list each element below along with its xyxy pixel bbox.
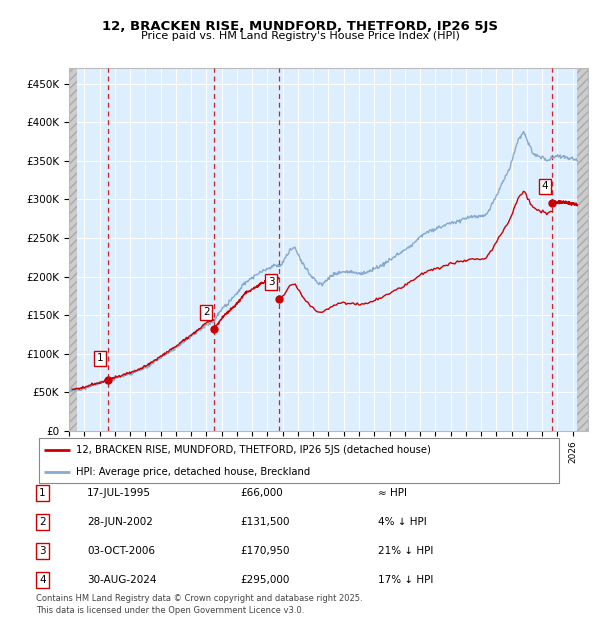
- Text: 28-JUN-2002: 28-JUN-2002: [87, 517, 153, 527]
- Text: Contains HM Land Registry data © Crown copyright and database right 2025.
This d: Contains HM Land Registry data © Crown c…: [36, 594, 362, 615]
- Bar: [577, 68, 588, 431]
- Text: 30-AUG-2024: 30-AUG-2024: [87, 575, 157, 585]
- Text: Price paid vs. HM Land Registry's House Price Index (HPI): Price paid vs. HM Land Registry's House …: [140, 31, 460, 41]
- Text: 1: 1: [97, 353, 103, 363]
- Text: £66,000: £66,000: [240, 488, 283, 498]
- Text: 12, BRACKEN RISE, MUNDFORD, THETFORD, IP26 5JS (detached house): 12, BRACKEN RISE, MUNDFORD, THETFORD, IP…: [76, 445, 430, 454]
- Text: 4% ↓ HPI: 4% ↓ HPI: [378, 517, 427, 527]
- Text: 1: 1: [39, 488, 46, 498]
- Bar: [69, 68, 77, 431]
- Text: 3: 3: [268, 277, 275, 287]
- Text: 21% ↓ HPI: 21% ↓ HPI: [378, 546, 433, 556]
- Text: 03-OCT-2006: 03-OCT-2006: [87, 546, 155, 556]
- Text: 4: 4: [541, 181, 548, 192]
- FancyBboxPatch shape: [38, 438, 559, 483]
- Text: 12, BRACKEN RISE, MUNDFORD, THETFORD, IP26 5JS: 12, BRACKEN RISE, MUNDFORD, THETFORD, IP…: [102, 20, 498, 33]
- Text: 3: 3: [39, 546, 46, 556]
- Text: £295,000: £295,000: [240, 575, 289, 585]
- Text: 17-JUL-1995: 17-JUL-1995: [87, 488, 151, 498]
- Text: 4: 4: [39, 575, 46, 585]
- Text: 17% ↓ HPI: 17% ↓ HPI: [378, 575, 433, 585]
- Text: 2: 2: [203, 308, 209, 317]
- Text: HPI: Average price, detached house, Breckland: HPI: Average price, detached house, Brec…: [76, 467, 310, 477]
- Text: £131,500: £131,500: [240, 517, 290, 527]
- Text: 2: 2: [39, 517, 46, 527]
- Text: £170,950: £170,950: [240, 546, 290, 556]
- Text: ≈ HPI: ≈ HPI: [378, 488, 407, 498]
